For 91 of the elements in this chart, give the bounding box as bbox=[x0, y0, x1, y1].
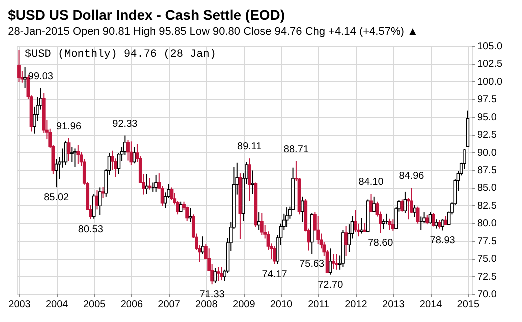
candlestick bbox=[285, 207, 289, 228]
candlestick bbox=[328, 248, 332, 276]
candlestick bbox=[24, 66, 27, 90]
chart-title: $USD US Dollar Index - Cash Settle (EOD) bbox=[8, 7, 286, 23]
candlestick bbox=[360, 218, 364, 234]
candlestick bbox=[316, 216, 320, 245]
annotation: 75.63 bbox=[300, 259, 326, 270]
x-tick-label: 2011 bbox=[308, 300, 330, 310]
y-tick-label: 87.5 bbox=[478, 166, 498, 176]
annotation: 80.53 bbox=[78, 224, 104, 236]
annotation: 71.33 bbox=[200, 290, 226, 301]
candlestick bbox=[201, 236, 205, 255]
candlestick bbox=[67, 138, 71, 162]
candlestick bbox=[186, 206, 190, 222]
candlestick bbox=[344, 225, 348, 257]
candlestick bbox=[426, 214, 430, 226]
y-tick-label: 92.5 bbox=[478, 130, 498, 142]
annotation: 85.02 bbox=[44, 192, 70, 204]
candlestick bbox=[434, 219, 438, 230]
x-tick-label: 2014 bbox=[420, 300, 443, 310]
candlestick bbox=[132, 146, 136, 164]
x-tick-label: 2003 bbox=[8, 300, 32, 310]
annotation: 78.93 bbox=[430, 236, 456, 247]
candlestick bbox=[416, 206, 420, 224]
candlestick bbox=[391, 219, 395, 232]
y-tick-label: 102.5 bbox=[478, 59, 503, 70]
y-tick-label: 77.5 bbox=[478, 236, 498, 248]
candlestick bbox=[432, 212, 436, 228]
candlestick bbox=[260, 212, 264, 236]
chart-subtitle: 28-Jan-2015 Open 90.81 High 95.85 Low 90.80 Close 94.76 Chg +4.14 (+4.57%) ▲ bbox=[8, 26, 418, 38]
candlestick bbox=[126, 140, 130, 162]
candlestick bbox=[18, 50, 21, 83]
y-tick-label: 90.0 bbox=[478, 148, 498, 159]
annotation: 84.10 bbox=[358, 177, 384, 188]
candlestick bbox=[216, 266, 220, 282]
candlestick bbox=[248, 158, 252, 202]
candlestick bbox=[251, 170, 255, 195]
candlestick bbox=[160, 186, 164, 207]
candlestick bbox=[92, 194, 96, 220]
candlestick bbox=[70, 146, 74, 163]
candlestick bbox=[64, 140, 68, 166]
annotation: 74.17 bbox=[262, 269, 288, 280]
annotation: 72.70 bbox=[318, 280, 344, 291]
candlestick bbox=[130, 141, 134, 166]
candlestick bbox=[74, 148, 77, 168]
candlestick bbox=[98, 187, 102, 216]
x-tick-label: 2005 bbox=[83, 300, 106, 310]
candlestick bbox=[76, 144, 80, 165]
x-tick-label: 2008 bbox=[196, 300, 218, 310]
annotation: 92.33 bbox=[112, 118, 138, 130]
candlestick bbox=[372, 196, 376, 214]
x-tick-label: 2012 bbox=[345, 300, 368, 310]
annotation: 78.60 bbox=[368, 238, 394, 250]
x-tick-label: 2013 bbox=[382, 300, 406, 310]
candlestick bbox=[102, 186, 105, 199]
x-tick-label: 2004 bbox=[46, 300, 69, 310]
y-tick-label: 75.0 bbox=[478, 254, 498, 266]
candlestick bbox=[54, 158, 58, 188]
candlestick bbox=[214, 268, 218, 284]
candlestick bbox=[354, 210, 358, 233]
y-tick-label: 72.5 bbox=[478, 272, 498, 283]
y-tick-label: 97.5 bbox=[478, 94, 498, 106]
y-tick-label: 82.5 bbox=[478, 200, 498, 212]
candlestick bbox=[332, 254, 336, 270]
annotation: $USD (Monthly) 94.76 (28 Jan) bbox=[25, 49, 216, 61]
candlestick bbox=[413, 204, 417, 218]
x-tick-label: 2006 bbox=[120, 300, 144, 310]
candlestick bbox=[335, 254, 339, 270]
candlestick bbox=[444, 216, 448, 226]
x-tick-label: 2007 bbox=[158, 300, 181, 310]
candlestick bbox=[400, 199, 404, 212]
y-tick-label: 85.0 bbox=[478, 183, 498, 194]
annotation: 91.96 bbox=[56, 121, 82, 132]
y-tick-label: 95.0 bbox=[478, 112, 498, 124]
y-tick-label: 100.0 bbox=[478, 76, 503, 88]
candlestick bbox=[441, 219, 445, 232]
candlestick bbox=[179, 201, 183, 214]
x-tick-label: 2009 bbox=[233, 300, 256, 310]
y-tick-label: 105.0 bbox=[478, 42, 503, 52]
candlestick bbox=[220, 266, 224, 282]
annotation: 84.96 bbox=[399, 171, 425, 182]
annotation: 88.71 bbox=[284, 144, 310, 156]
x-tick-label: 2015 bbox=[457, 300, 480, 310]
candlestick bbox=[145, 174, 149, 195]
candlestick bbox=[428, 212, 432, 224]
annotation: 89.11 bbox=[238, 142, 262, 153]
y-tick-label: 70.0 bbox=[478, 290, 498, 300]
x-tick-label: 2010 bbox=[270, 300, 294, 310]
candlestick bbox=[370, 194, 373, 214]
candlestick bbox=[463, 148, 466, 170]
y-tick-label: 80.0 bbox=[478, 218, 498, 230]
